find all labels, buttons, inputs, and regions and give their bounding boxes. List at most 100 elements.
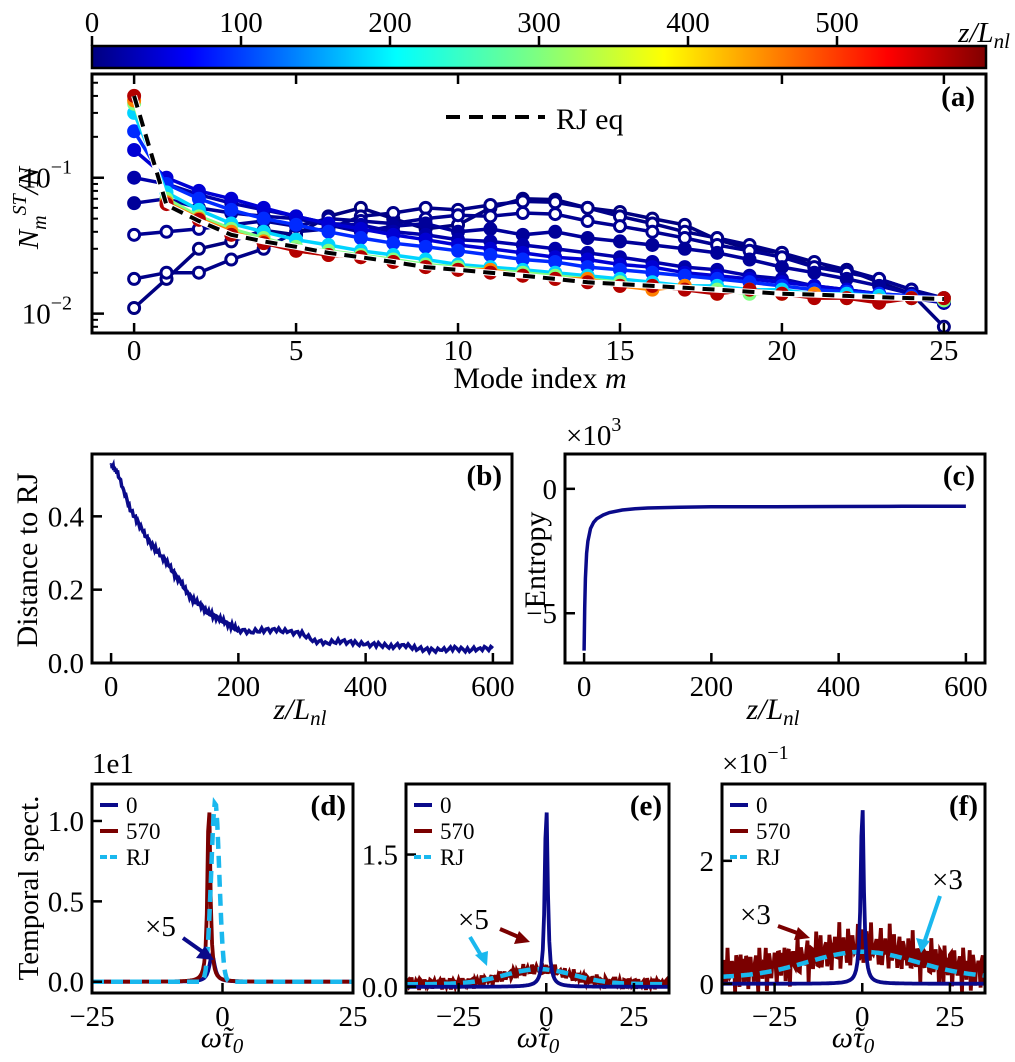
series-point	[742, 252, 757, 267]
series-point	[224, 202, 239, 217]
colorbar-gradient	[90, 44, 988, 70]
panel-b-label: (b)	[467, 460, 502, 492]
panel-b-plot-area	[109, 458, 495, 656]
legend-label-RJ: RJ	[756, 845, 780, 870]
series-point	[224, 191, 239, 206]
series-point	[127, 196, 142, 211]
series-point	[353, 231, 368, 246]
panel-e-frame	[404, 782, 671, 995]
series-point	[127, 300, 142, 315]
series-point	[159, 224, 174, 239]
panel-a-legend: RJ eq	[446, 103, 624, 136]
x-tick-label: 10	[444, 335, 473, 367]
series-point	[580, 231, 595, 246]
x-tick-label: 0	[104, 671, 119, 703]
x-tick-label: 400	[344, 671, 388, 703]
y-tick-label: 1.0	[48, 806, 84, 838]
panel-f-scale: ×10−1	[722, 742, 789, 780]
series-point	[807, 265, 822, 280]
x-tick-label: 15	[605, 335, 634, 367]
annotation-x5-e: ×5	[458, 904, 489, 936]
x-tick-label: 0	[577, 671, 592, 703]
colorbar-tick-label: 400	[666, 7, 710, 39]
series-point	[483, 198, 498, 213]
colorbar-tick-label: 0	[85, 7, 100, 39]
x-tick-label: 5	[289, 335, 304, 367]
panel-e-label: (e)	[630, 790, 662, 822]
panel-a-ylabel: NmST/N	[9, 165, 51, 250]
annotation-arrow-f-cyan	[922, 895, 942, 944]
x-tick-label: 0	[215, 1001, 230, 1033]
annotation-arrowhead-d	[196, 946, 214, 960]
series-point	[127, 170, 142, 185]
y-tick-label: 0.0	[48, 648, 84, 680]
series-point	[127, 227, 142, 242]
legend-label-0: 0	[126, 793, 138, 818]
series-point	[127, 124, 142, 139]
panel-b-ylabel: Distance to RJ	[11, 472, 44, 647]
series-point	[418, 216, 433, 231]
annotation-x5-d: ×5	[145, 911, 176, 943]
entropy-line	[582, 504, 966, 651]
series-point	[580, 200, 595, 215]
series-point	[548, 195, 563, 210]
series-point	[548, 224, 563, 239]
panel-a-axes: 0 5 10 15 20 25 10−1 10−2	[22, 74, 958, 367]
panel-d-ylabel: Temporal spect.	[13, 796, 45, 981]
panel-a-xlabel: Mode index m	[453, 362, 626, 395]
series-point	[774, 260, 789, 275]
spectrum-line-RJ	[92, 796, 353, 984]
x-tick-label: 25	[929, 335, 958, 367]
y-tick-label: 2	[700, 846, 715, 878]
annotation-x3-f-cyan: ×3	[932, 864, 963, 896]
y-tick-label: 0.0	[48, 967, 84, 999]
legend-label-RJ: RJ	[126, 845, 150, 870]
panel-f-xlabel: ω̃τ0	[832, 1021, 875, 1058]
colorbar-tick-label: 100	[219, 7, 263, 39]
annotation-arrowhead-f-red	[794, 927, 810, 940]
legend-rj-eq-label: RJ eq	[556, 103, 624, 136]
series-point	[321, 224, 336, 239]
panel-f-frame	[720, 782, 987, 995]
panel-d-axes: −25 0 25 0.0 0.5 1.0	[48, 806, 368, 1033]
y-tick-label: −5	[526, 598, 557, 630]
panel-c-xlabel: z/Lnl	[745, 693, 799, 730]
panel-c-ylabel: Entropy	[519, 512, 552, 609]
panel-a-frame	[90, 72, 988, 335]
series-point	[451, 243, 466, 258]
legend-label-0: 0	[756, 793, 768, 818]
colorbar: 0 100 200 300 400 500 z/Lnl	[85, 7, 1010, 70]
spectrum-line-0	[722, 810, 985, 986]
panel-c: 0 200 400 600 0 −5 (c) ×103 z/Lnl Entropy	[519, 414, 988, 730]
series-point	[515, 206, 530, 221]
x-tick-label: 600	[471, 671, 515, 703]
panel-f-label: (f)	[949, 790, 978, 822]
distance-line	[109, 458, 495, 656]
colorbar-tick-label: 200	[368, 7, 412, 39]
spectrum-line-RJ	[406, 966, 669, 987]
x-tick-label: 0	[127, 335, 142, 367]
panel-a-label: (a)	[941, 81, 975, 113]
panel-f-axes: −25 0 25 0 2	[700, 846, 965, 1033]
legend-label-RJ: RJ	[440, 845, 464, 870]
x-tick-label: 200	[217, 671, 261, 703]
panel-d-label: (d)	[311, 790, 346, 822]
panel-c-label: (c)	[943, 460, 975, 492]
panel-b-axes: 0 200 400 600 0.0 0.2 0.4	[48, 501, 515, 703]
panel-e-xlabel: ω̃τ0	[517, 1021, 560, 1058]
series-point	[191, 191, 206, 206]
x-tick-label: 25	[339, 1001, 368, 1033]
annotation-arrowhead-f-cyan	[916, 938, 930, 953]
colorbar-tick-label: 500	[815, 7, 859, 39]
series-point	[580, 214, 595, 229]
y-tick-label: 0.5	[48, 886, 84, 918]
x-tick-label: 25	[619, 1001, 648, 1033]
legend-label-570: 570	[126, 819, 161, 844]
series-point	[386, 236, 401, 251]
series-point	[483, 248, 498, 263]
x-tick-label: 400	[817, 671, 861, 703]
